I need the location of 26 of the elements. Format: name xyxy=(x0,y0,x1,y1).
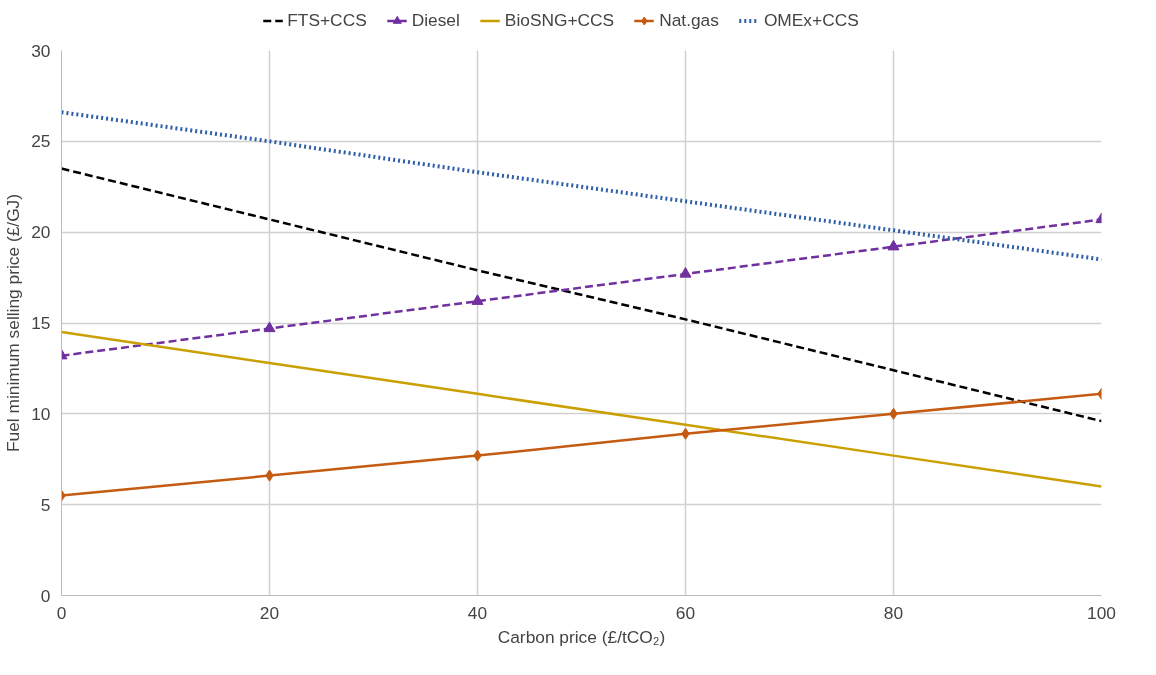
y-axis-title: Fuel minimum selling price (£/GJ) xyxy=(3,193,24,453)
legend-label: Nat.gas xyxy=(659,9,719,31)
x-tick-label: 40 xyxy=(467,602,488,623)
legend-label: OMEx+CCS xyxy=(763,9,859,31)
y-tick-label: 15 xyxy=(31,313,51,333)
x-axis-title: Carbon price (£/tCO₂) xyxy=(497,626,666,647)
legend-label: FTS+CCS xyxy=(287,9,367,31)
point xyxy=(471,294,484,305)
y-tick-label: 25 xyxy=(31,131,51,152)
x-tick-label: 80 xyxy=(883,602,904,623)
x-tick-label: 20 xyxy=(259,602,280,623)
x-tick-label: 100 xyxy=(1087,602,1116,623)
y-tick-label: 10 xyxy=(31,403,51,424)
y-tick-label: 30 xyxy=(31,40,51,61)
legend-label: Diesel xyxy=(411,9,460,31)
point xyxy=(679,267,692,278)
line-series xyxy=(61,330,1102,488)
y-tick-label: 0 xyxy=(40,585,51,606)
line-series xyxy=(61,167,1102,423)
y-tick-label: 5 xyxy=(40,494,51,515)
point xyxy=(887,239,900,251)
point xyxy=(263,321,276,333)
legend-label: BioSNG+CCS xyxy=(504,9,615,31)
x-tick-label: 60 xyxy=(675,602,696,623)
y-tick-label: 20 xyxy=(31,222,51,243)
x-tick-label: 0 xyxy=(56,602,67,623)
